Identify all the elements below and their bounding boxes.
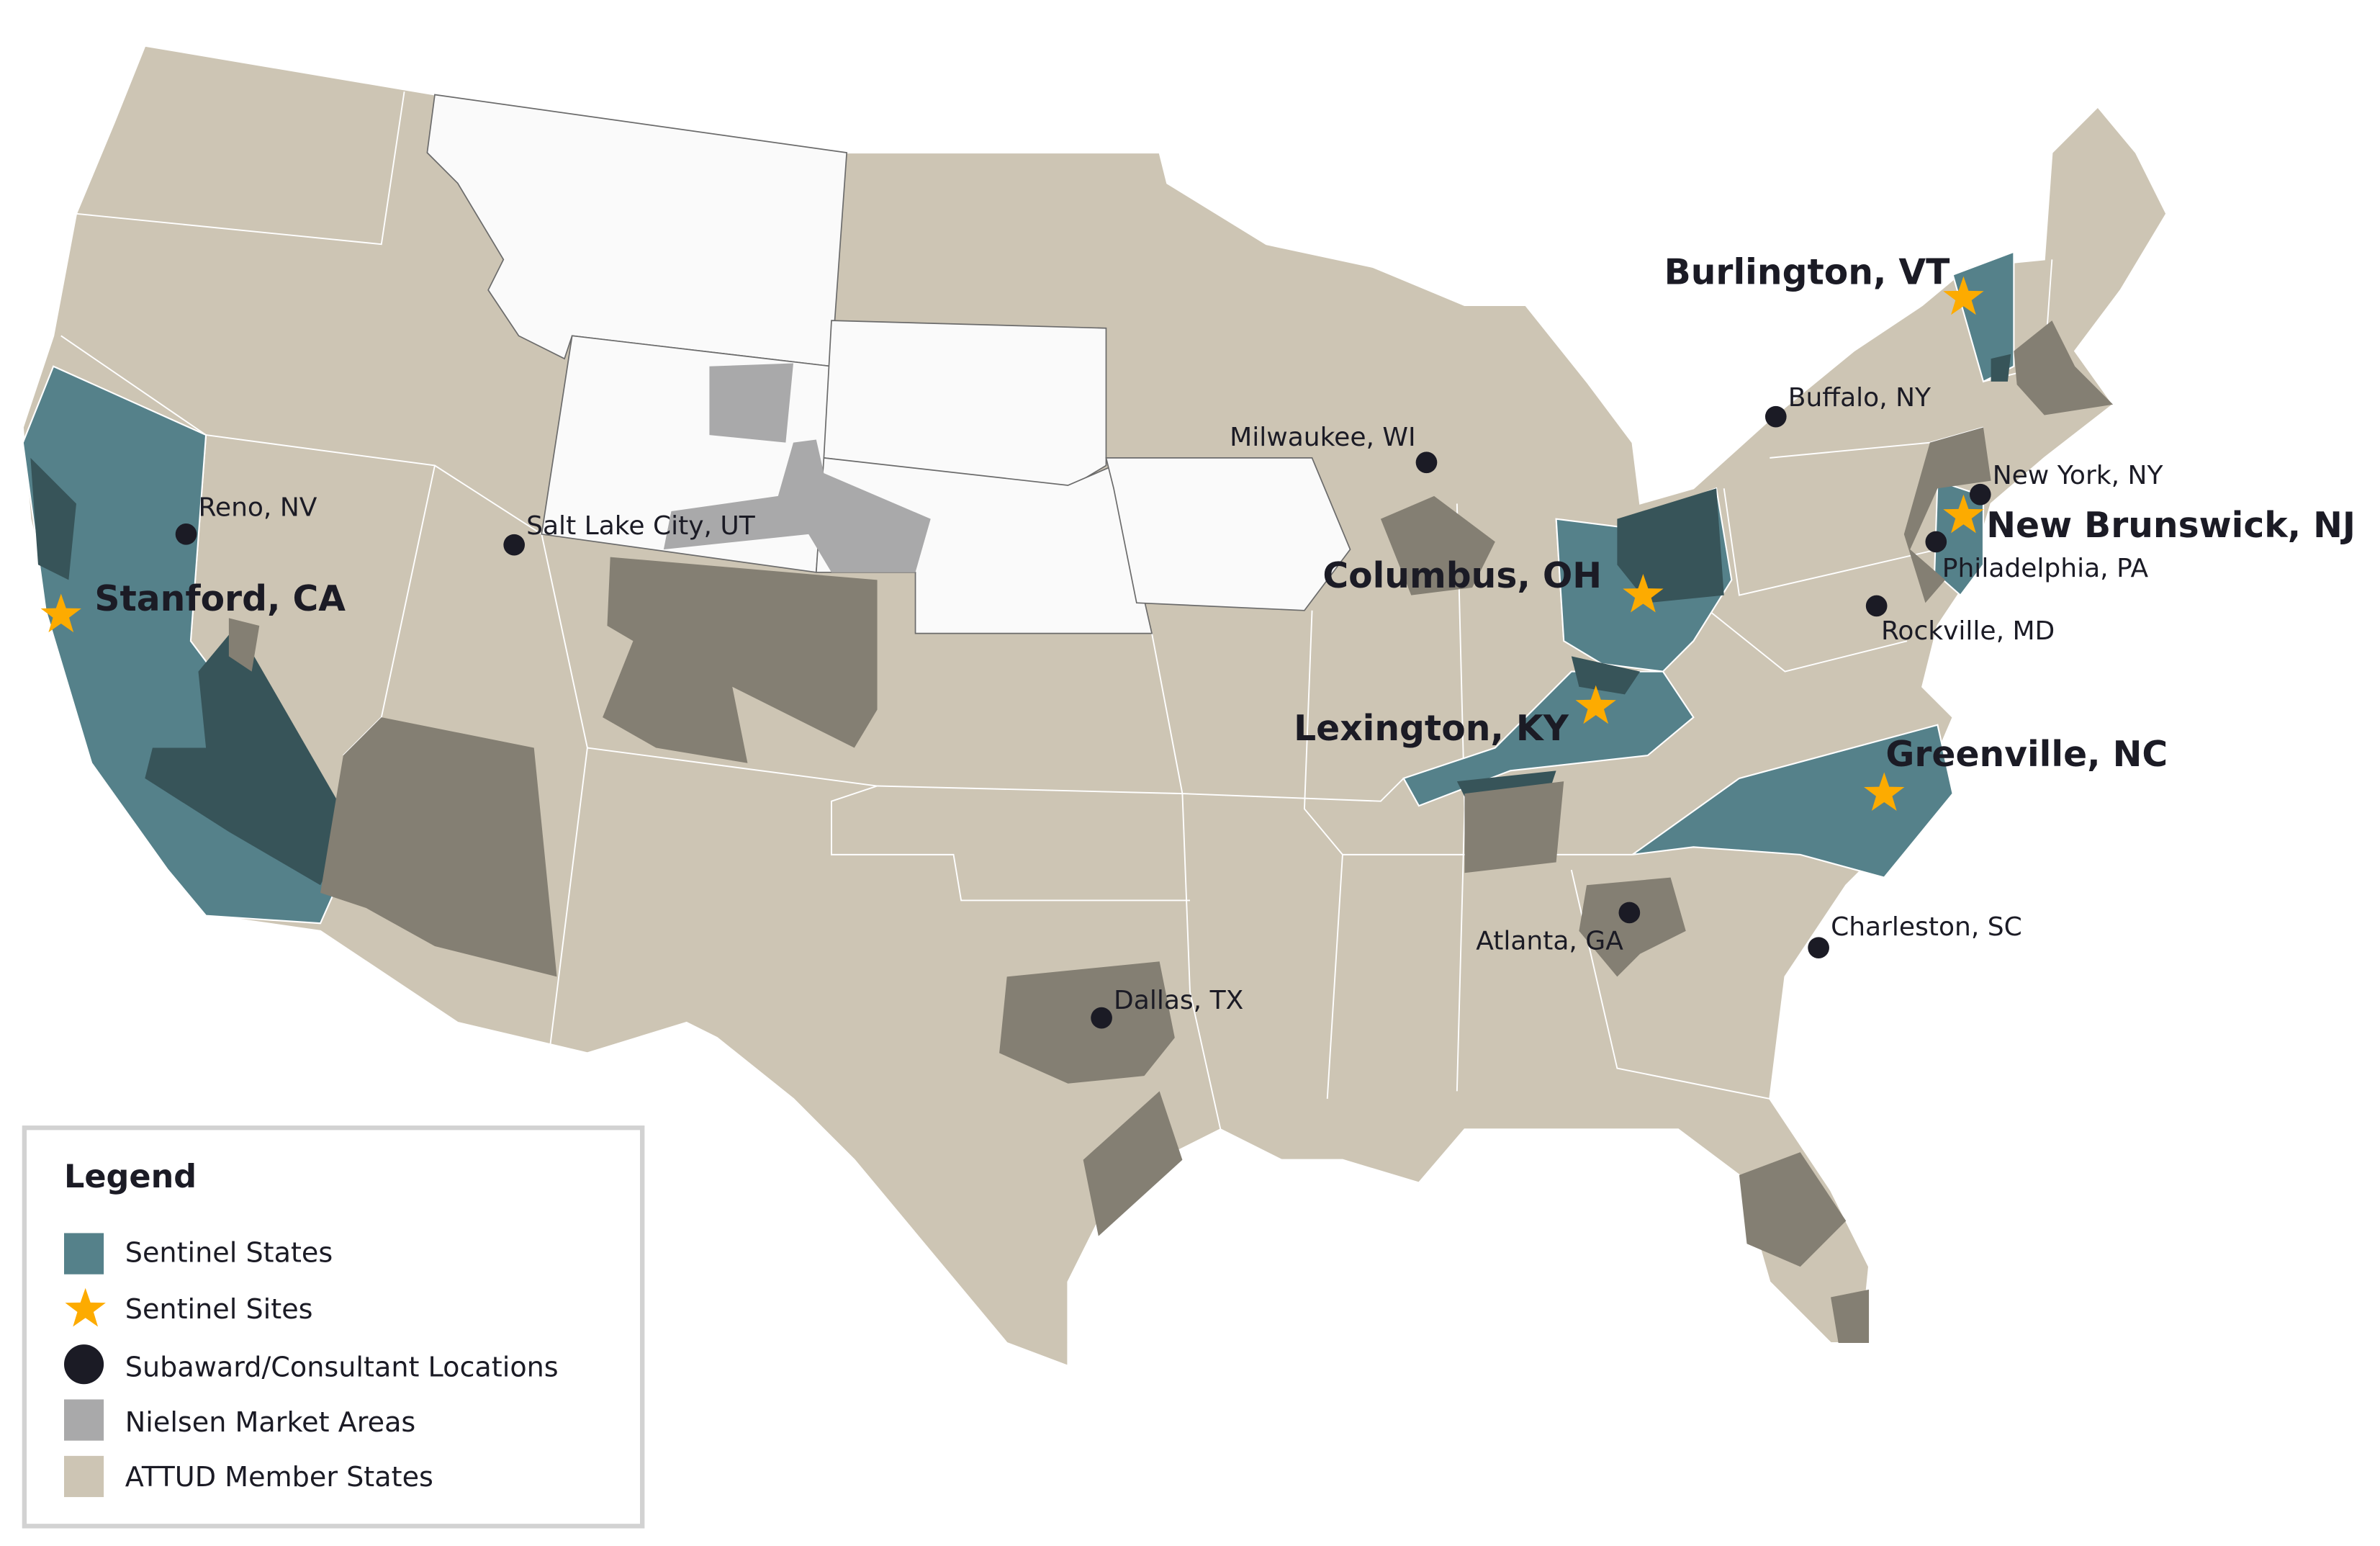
svg-text:Dallas, TX: Dallas, TX — [1114, 986, 1243, 1015]
montana — [426, 94, 848, 367]
svg-text:Buffalo, NY: Buffalo, NY — [1788, 383, 1932, 413]
svg-text:Nielsen Market Areas: Nielsen Market Areas — [125, 1406, 416, 1438]
svg-text:Columbus, OH: Columbus, OH — [1322, 556, 1602, 596]
sentinel-states-swatch — [64, 1233, 104, 1275]
svg-text:Stanford, CA: Stanford, CA — [94, 579, 346, 619]
location-philadelphia: Philadelphia, PA — [1925, 531, 2149, 583]
site-burlington: Burlington, VT — [1664, 252, 1984, 315]
svg-text:Greenville, NC: Greenville, NC — [1885, 734, 2168, 775]
location-charleston: Charleston, SC — [1808, 912, 2022, 958]
location-new-york: New York, NY — [1969, 461, 2164, 505]
us-mainland — [22, 45, 2168, 1367]
svg-text:Burlington, VT: Burlington, VT — [1664, 252, 1950, 292]
svg-text:New Brunswick, NJ: New Brunswick, NJ — [1986, 505, 2356, 546]
location-buffalo: Buffalo, NY — [1764, 383, 1932, 428]
svg-text:New York, NY: New York, NY — [1993, 461, 2164, 490]
location-milwaukee: Milwaukee, WI — [1230, 423, 1438, 474]
sentinel-market-overlap — [30, 354, 2011, 886]
nielsen-market-areas — [663, 363, 931, 572]
svg-text:Charleston, SC: Charleston, SC — [1831, 912, 2022, 942]
iowa — [1105, 457, 1351, 611]
svg-text:ATTUD Member States: ATTUD Member States — [125, 1461, 433, 1493]
site-columbus: Columbus, OH — [1322, 556, 1664, 613]
svg-text:Sentinel States: Sentinel States — [125, 1237, 333, 1269]
legend: Legend Sentinel States Sentinel Sites Su… — [22, 1125, 645, 1529]
subaward-locations: Reno, NV Salt Lake City, UT Milwaukee, W… — [175, 383, 2164, 1029]
location-salt-lake-city: Salt Lake City, UT — [503, 511, 756, 556]
location-atlanta: Atlanta, GA — [1476, 902, 1641, 956]
vermont — [1952, 251, 2015, 383]
site-greenville: Greenville, NC — [1864, 734, 2168, 812]
site-new-brunswick: New Brunswick, NJ — [1943, 494, 2356, 546]
svg-text:Milwaukee, WI: Milwaukee, WI — [1230, 423, 1415, 452]
svg-text:Salt Lake City, UT: Salt Lake City, UT — [526, 511, 756, 541]
site-stanford: Stanford, CA — [40, 579, 346, 633]
svg-text:Atlanta, GA: Atlanta, GA — [1476, 926, 1623, 956]
svg-text:Rockville, MD: Rockville, MD — [1881, 616, 2055, 646]
nielsen-swatch — [64, 1399, 104, 1441]
location-reno: Reno, NV — [175, 493, 317, 545]
svg-text:Reno, NV: Reno, NV — [199, 493, 317, 522]
sentinel-sites: Stanford, CA Burlington, VT New Brunswic… — [40, 252, 2356, 812]
svg-text:Subaward/Consultant Locations: Subaward/Consultant Locations — [125, 1352, 559, 1383]
north-carolina — [1631, 724, 1954, 878]
svg-text:Sentinel Sites: Sentinel Sites — [125, 1293, 313, 1325]
svg-text:Philadelphia, PA: Philadelphia, PA — [1942, 554, 2149, 583]
site-lexington: Lexington, KY — [1294, 685, 1616, 749]
location-dallas: Dallas, TX — [1091, 986, 1243, 1029]
kentucky — [1402, 670, 1695, 807]
location-rockville: Rockville, MD — [1865, 595, 2055, 646]
circle-icon — [64, 1344, 104, 1385]
legend-title: Legend — [64, 1159, 197, 1195]
attud-swatch — [64, 1455, 104, 1498]
market-areas — [228, 320, 2114, 1344]
svg-text:Lexington, KY: Lexington, KY — [1294, 709, 1569, 749]
